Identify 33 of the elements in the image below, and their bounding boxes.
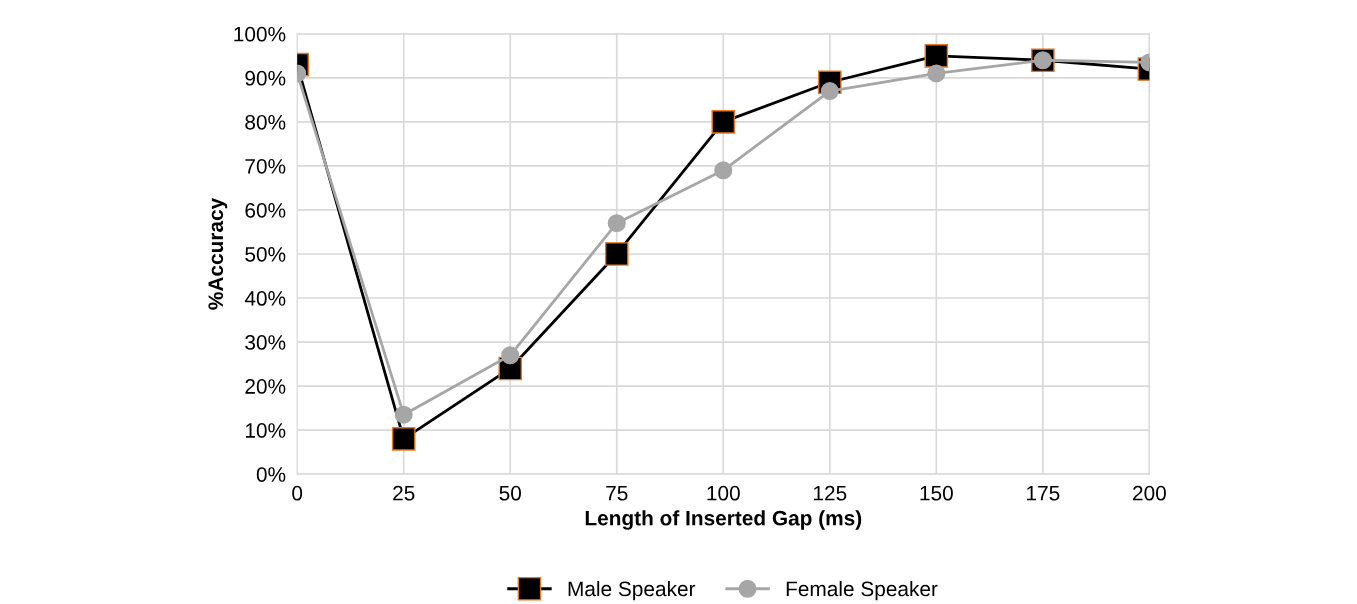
y-tick-label: 20% <box>245 379 286 394</box>
x-tick-label: 0 <box>292 485 303 501</box>
y-tick-label: 90% <box>245 70 286 86</box>
y-tick-label: 40% <box>244 291 286 306</box>
point <box>924 44 949 68</box>
point <box>501 346 520 365</box>
x-tick-label: 200 <box>1133 485 1166 501</box>
y-tick-label: 50% <box>245 246 286 262</box>
x-tick-label: 100 <box>707 485 740 501</box>
y-tick-label: 10% <box>245 423 286 438</box>
x-axis-title: Length of Inserted Gap (ms) <box>585 510 862 530</box>
point <box>714 161 733 180</box>
point <box>711 110 736 134</box>
y-tick-label: 70% <box>245 158 286 174</box>
point <box>391 427 416 451</box>
legend-label: Male Speaker <box>568 580 696 601</box>
x-tick-label: 150 <box>920 485 953 501</box>
point <box>604 242 629 266</box>
x-tick-label: 175 <box>1027 486 1060 501</box>
point <box>394 405 413 424</box>
point <box>607 214 626 233</box>
legend-label: Female Speaker <box>786 580 938 601</box>
y-tick-label: 60% <box>245 202 286 218</box>
point <box>927 64 946 83</box>
x-tick-label: 25 <box>393 485 415 501</box>
x-tick-label: 75 <box>606 486 628 501</box>
x-tick-label: 50 <box>499 485 521 501</box>
x-tick-label: 125 <box>814 485 847 501</box>
y-tick-label: 30% <box>245 335 286 350</box>
y-tick-label: 100% <box>234 26 286 42</box>
y-tick-label: 0% <box>256 467 286 482</box>
y-tick-label: 80% <box>245 114 286 130</box>
y-axis-title: %Accuracy <box>208 197 228 310</box>
